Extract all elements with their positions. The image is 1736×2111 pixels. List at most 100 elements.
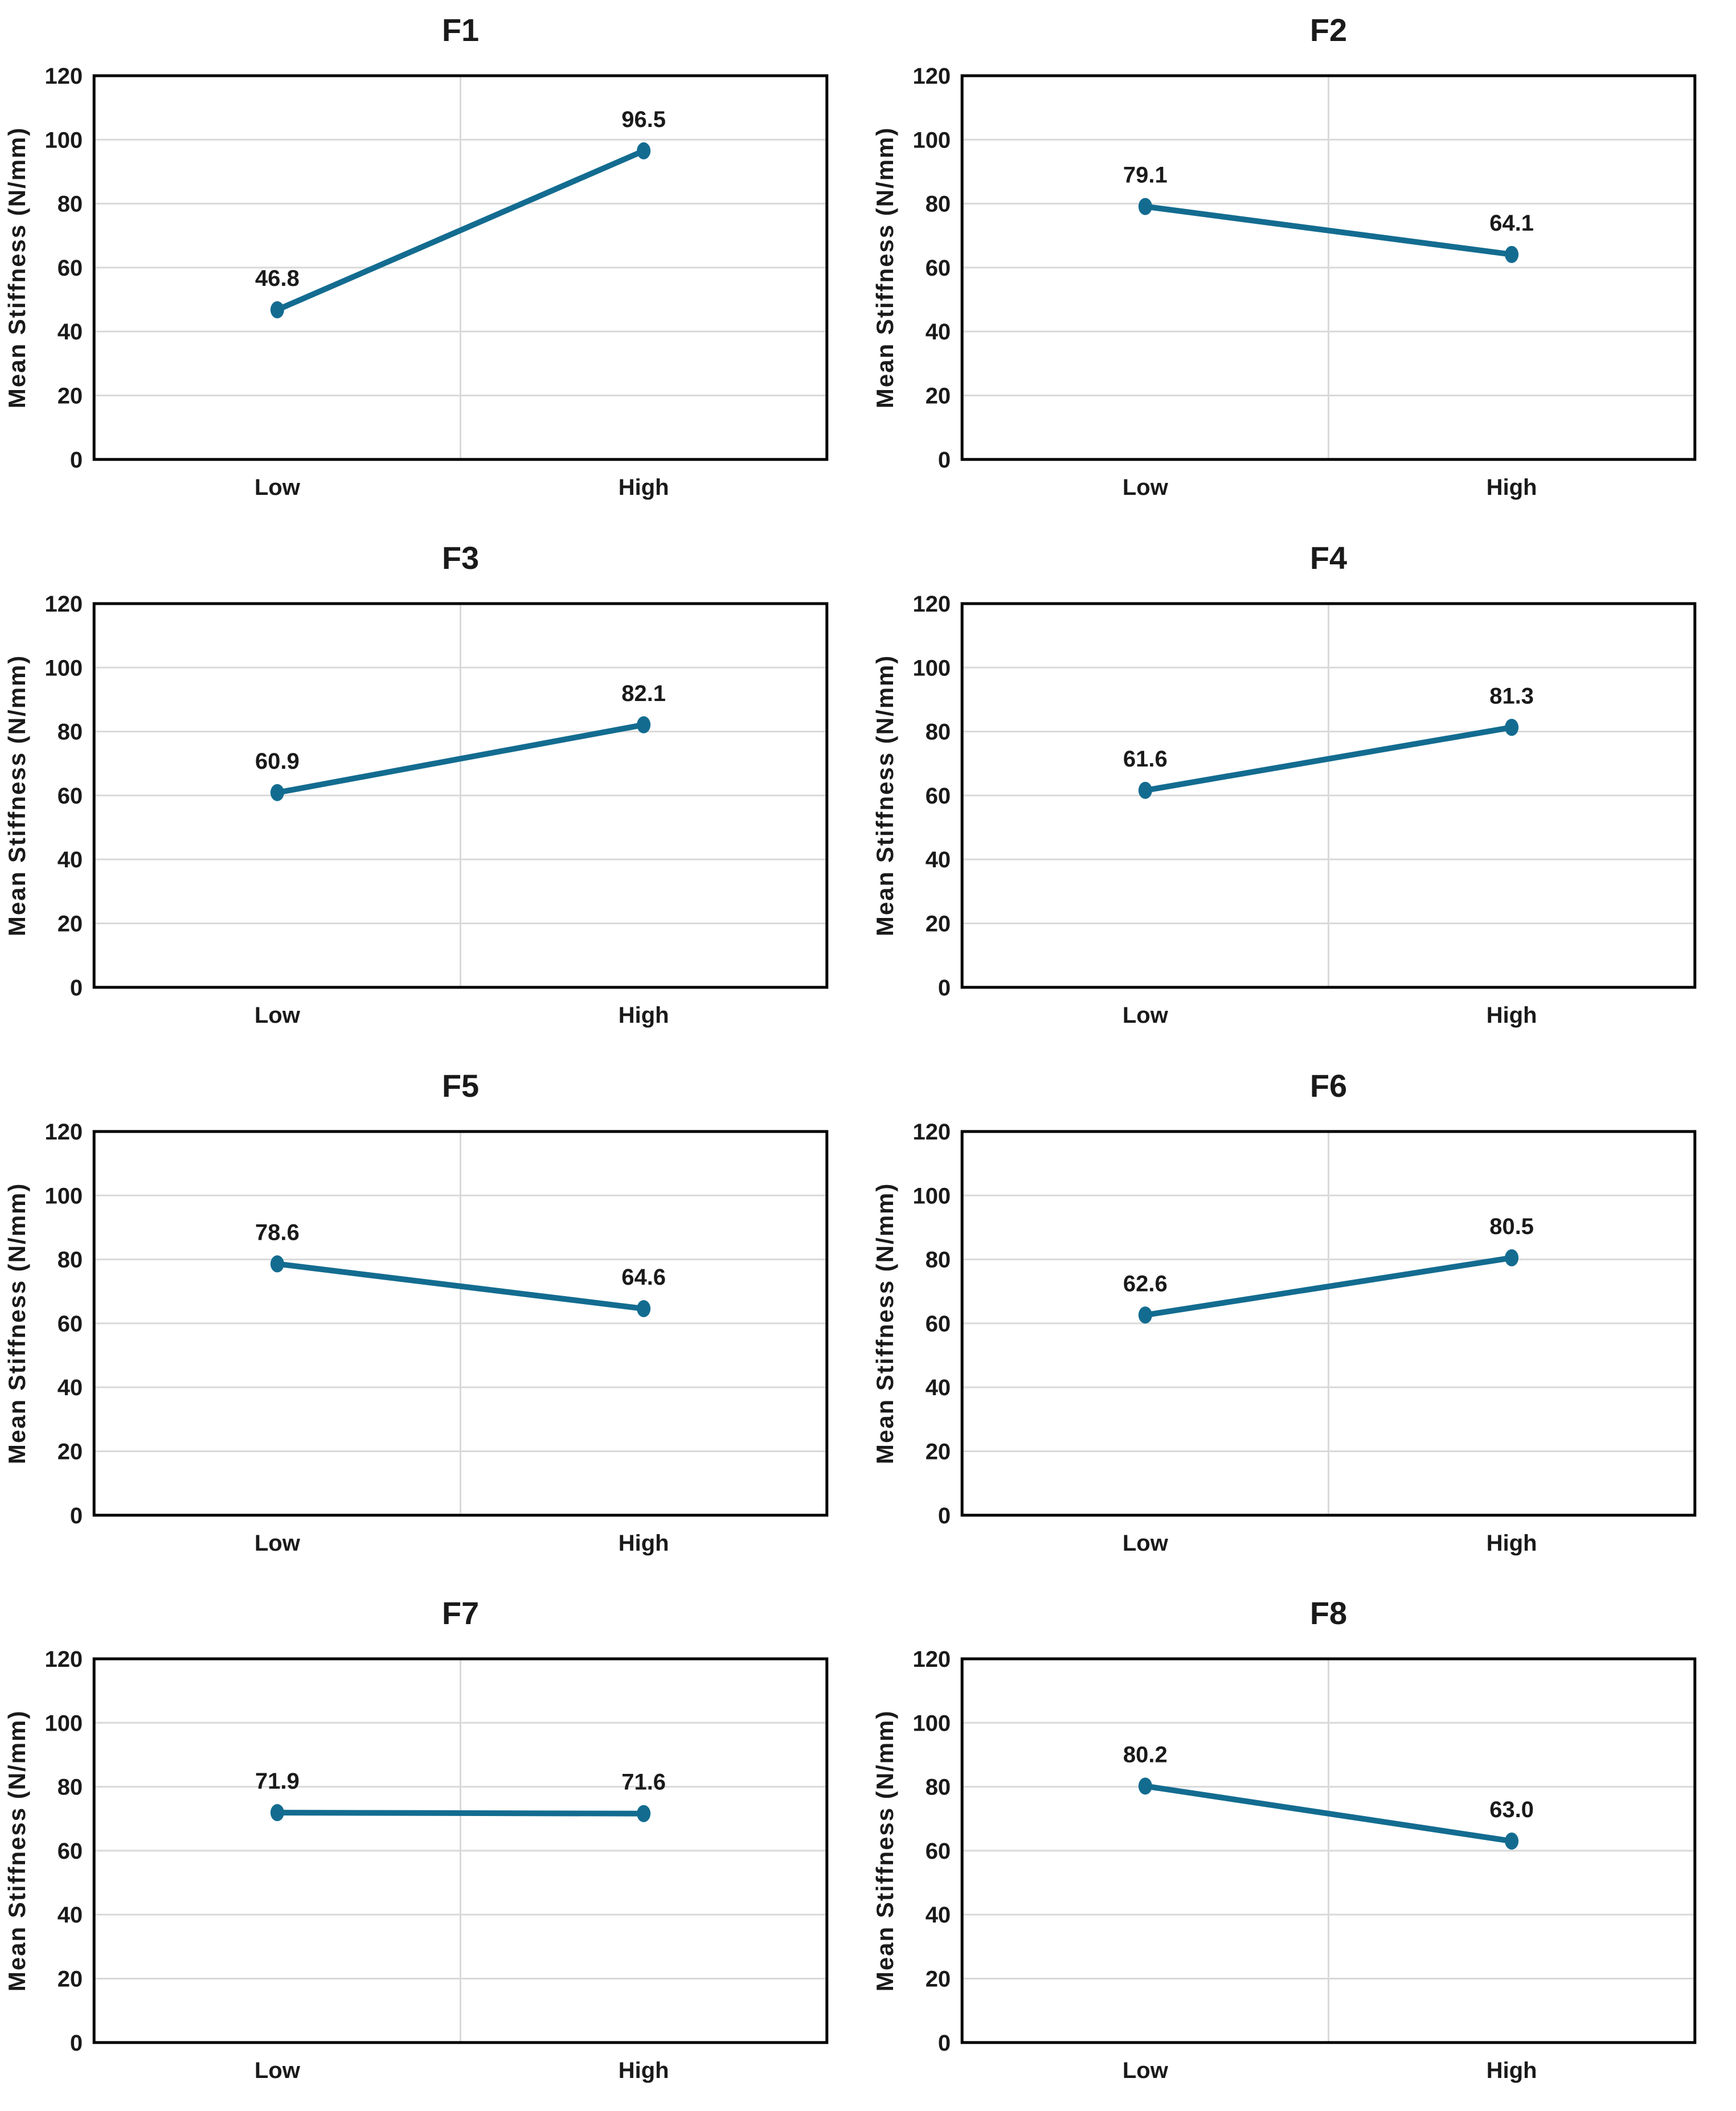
chart-f4: F4 0 20 40 60 80 100 120 Mean Stiffness (N/mm) Lo… (868, 527, 1736, 1056)
y-tick-label: 0 (938, 1503, 951, 1528)
data-label: 79.1 (1123, 163, 1168, 188)
y-tick-label: 0 (70, 1503, 83, 1528)
y-tick-label: 0 (938, 448, 951, 473)
data-point-marker (1138, 198, 1152, 215)
y-tick-label: 100 (912, 1711, 951, 1736)
data-point-marker (1505, 1249, 1519, 1266)
data-label: 81.3 (1489, 683, 1534, 708)
x-category-label: Low (255, 1530, 301, 1555)
data-point-marker (637, 1805, 651, 1822)
y-tick-label: 40 (58, 1375, 83, 1400)
chart-title: F5 (442, 1067, 479, 1103)
chart-f6: F6 0 20 40 60 80 100 120 Mean Stiffness (N/mm) Lo… (868, 1055, 1736, 1584)
chart-canvas-f6: F6 0 20 40 60 80 100 120 Mean Stiffness (N/mm) Lo… (871, 1067, 1697, 1555)
data-label: 71.6 (621, 1770, 666, 1795)
y-tick-label: 100 (912, 128, 951, 153)
y-tick-label: 100 (44, 1711, 83, 1736)
data-point-marker (270, 301, 284, 318)
y-tick-label: 120 (44, 1647, 83, 1672)
x-category-label: Low (1123, 1003, 1169, 1028)
data-point-marker (1505, 245, 1519, 263)
y-tick-label: 120 (44, 1119, 83, 1144)
y-tick-label: 0 (938, 2031, 951, 2056)
series-line (1142, 203, 1515, 257)
chart-canvas-f4: F4 0 20 40 60 80 100 120 Mean Stiffness (N/mm) Lo… (871, 540, 1697, 1028)
plot-border (92, 1657, 829, 2044)
series-line (274, 1810, 647, 1817)
y-tick-label: 20 (926, 383, 951, 408)
data-label: 80.2 (1123, 1743, 1168, 1768)
y-axis-title: Mean Stiffness (N/mm) (3, 127, 30, 408)
data-label: 60.9 (255, 749, 300, 774)
data-point-marker (1505, 1833, 1519, 1850)
y-axis-title: Mean Stiffness (N/mm) (3, 1182, 30, 1464)
series-line (274, 147, 647, 313)
y-tick-label: 40 (58, 847, 83, 872)
plot-border (960, 74, 1697, 461)
data-point-marker (637, 1300, 651, 1317)
y-tick-label: 40 (926, 847, 951, 872)
data-label: 80.5 (1489, 1214, 1534, 1239)
data-label: 82.1 (621, 681, 666, 706)
x-category-label: High (1487, 2058, 1537, 2083)
chart-canvas-f1: F1 0 20 40 60 80 100 120 Mean Stiffness (N/mm) Lo… (3, 12, 829, 500)
y-tick-label: 60 (926, 1311, 951, 1336)
y-tick-label: 120 (912, 592, 951, 617)
plot-border (960, 1129, 1697, 1516)
y-tick-label: 120 (44, 64, 83, 89)
y-axis-title: Mean Stiffness (N/mm) (871, 654, 898, 936)
y-tick-label: 0 (938, 975, 951, 1001)
chart-canvas-f7: F7 0 20 40 60 80 100 120 Mean Stiffness (N/mm) Lo… (3, 1595, 829, 2083)
y-axis-title: Mean Stiffness (N/mm) (871, 127, 898, 408)
plot-border (92, 602, 829, 989)
y-tick-label: 40 (926, 1903, 951, 1928)
y-tick-label: 100 (912, 1183, 951, 1208)
y-tick-label: 40 (926, 319, 951, 345)
y-tick-label: 60 (926, 784, 951, 809)
series-line (1142, 1255, 1515, 1318)
x-category-label: High (1487, 475, 1537, 500)
x-category-label: High (619, 1003, 669, 1028)
y-tick-label: 20 (926, 1439, 951, 1464)
chart-canvas-f8: F8 0 20 40 60 80 100 120 Mean Stiffness (N/mm) Lo… (871, 1595, 1697, 2083)
y-tick-label: 20 (58, 1967, 83, 1992)
y-axis-title: Mean Stiffness (N/mm) (3, 1710, 30, 1991)
data-point-marker (1505, 719, 1519, 736)
y-tick-label: 0 (70, 975, 83, 1001)
y-tick-label: 120 (912, 1119, 951, 1144)
y-tick-label: 0 (70, 448, 83, 473)
x-category-label: Low (255, 1003, 301, 1028)
chart-title: F4 (1310, 540, 1347, 576)
chart-title: F2 (1310, 12, 1347, 48)
series-line (274, 722, 647, 796)
y-tick-label: 80 (926, 719, 951, 744)
chart-canvas-f5: F5 0 20 40 60 80 100 120 Mean Stiffness (N/mm) Lo… (3, 1067, 829, 1555)
y-tick-label: 80 (926, 1247, 951, 1272)
chart-canvas-f3: F3 0 20 40 60 80 100 120 Mean Stiffness (N/mm) Lo… (3, 540, 829, 1028)
y-tick-label: 80 (58, 192, 83, 217)
x-category-label: Low (255, 475, 301, 500)
data-label: 78.6 (255, 1220, 300, 1245)
y-tick-label: 100 (44, 655, 83, 681)
x-category-label: Low (255, 2058, 301, 2083)
data-label: 62.6 (1123, 1271, 1168, 1296)
y-tick-label: 40 (58, 1903, 83, 1928)
y-tick-label: 120 (912, 1647, 951, 1672)
y-axis-title: Mean Stiffness (N/mm) (871, 1710, 898, 1991)
data-label: 46.8 (255, 266, 300, 291)
x-category-label: Low (1123, 1530, 1169, 1555)
chart-f7: F7 0 20 40 60 80 100 120 Mean Stiffness (N/mm) Lo… (0, 1583, 868, 2111)
chart-title: F8 (1310, 1595, 1347, 1631)
y-tick-label: 100 (44, 128, 83, 153)
data-label: 71.9 (255, 1769, 300, 1794)
y-tick-label: 40 (926, 1375, 951, 1400)
y-tick-label: 100 (44, 1183, 83, 1208)
chart-f3: F3 0 20 40 60 80 100 120 Mean Stiffness (N/mm) Lo… (0, 527, 868, 1056)
y-axis-title: Mean Stiffness (N/mm) (871, 1182, 898, 1464)
plot-border (960, 1657, 1697, 2044)
chart-title: F7 (442, 1595, 479, 1631)
chart-canvas-f2: F2 0 20 40 60 80 100 120 Mean Stiffness (N/mm) Lo… (871, 12, 1697, 500)
x-category-label: Low (1123, 2058, 1169, 2083)
y-tick-label: 60 (58, 784, 83, 809)
y-tick-label: 20 (58, 911, 83, 936)
